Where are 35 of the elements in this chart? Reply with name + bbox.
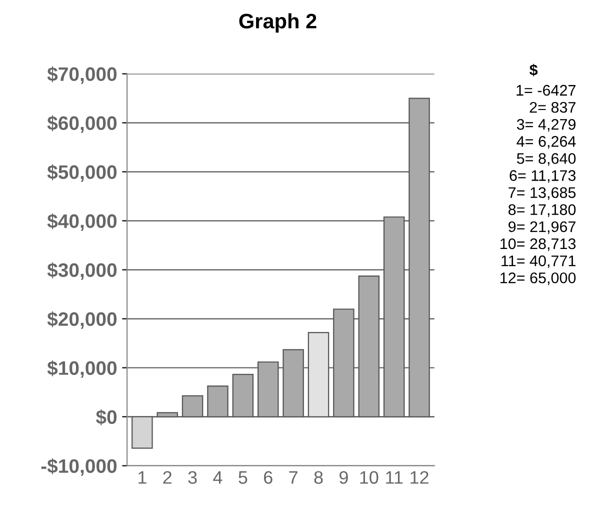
text: 1= -6427 (516, 84, 576, 96)
x-tick-label: 1 (138, 471, 146, 484)
text: 11= 40,771 (502, 255, 576, 268)
x-tick-label: 6 (264, 471, 272, 484)
y-tick-label: $40,000 (47, 213, 117, 231)
text: 12= 65,000 (500, 272, 576, 286)
x-tick-label: 11 (386, 471, 403, 484)
text: 2= 837 (530, 102, 576, 113)
y-tick-label: $0 (96, 409, 117, 426)
y-tick-label: $70,000 (47, 66, 117, 84)
x-tick-label: 8 (314, 471, 323, 484)
x-tick-label: 9 (340, 471, 348, 484)
y-tick-label: $60,000 (47, 115, 117, 133)
text: 7= 13,685 (508, 187, 576, 200)
x-tick-label: 12 (410, 471, 428, 484)
chart-title: Graph 2 (239, 13, 316, 33)
y-tick-label: $30,000 (47, 262, 117, 280)
text: 6= 11,173 (510, 170, 576, 183)
x-tick-label: 10 (360, 471, 378, 484)
y-tick-label: -$10,000 (41, 458, 117, 476)
text: 5= 8,640 (516, 153, 576, 166)
x-tick-label: 2 (163, 471, 172, 484)
text: 10= 28,713 (500, 238, 576, 251)
y-tick-label: $20,000 (47, 311, 117, 329)
text: 8= 17,180 (508, 204, 576, 217)
x-tick-label: 7 (289, 471, 298, 484)
x-tick-label: 4 (213, 471, 222, 484)
legend-title: $ (530, 64, 538, 76)
x-tick-label: 5 (238, 471, 248, 484)
y-tick-label: $50,000 (47, 164, 117, 182)
x-tick-label: 3 (188, 471, 197, 484)
y-tick-label: $10,000 (47, 360, 117, 378)
text: 4= 6,264 (516, 136, 576, 149)
text: 9= 21,967 (508, 221, 576, 234)
text: 3= 4,279 (516, 119, 576, 132)
